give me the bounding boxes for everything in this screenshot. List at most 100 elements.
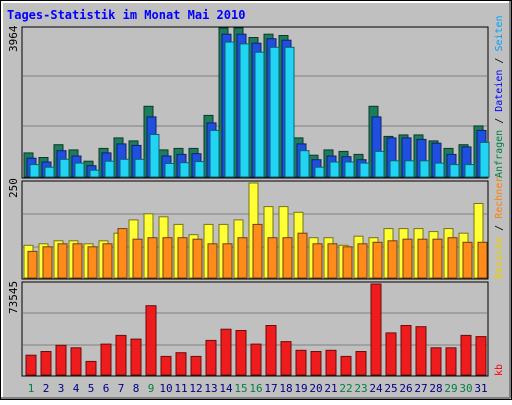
bar-seiten-day-18 bbox=[284, 46, 295, 178]
x-label-day-24: 24 bbox=[369, 382, 383, 395]
bar-seiten-day-13 bbox=[209, 129, 220, 178]
x-label-day-22: 22 bbox=[339, 382, 352, 395]
x-label-day-9: 9 bbox=[148, 382, 155, 395]
bar-seiten-day-9 bbox=[149, 134, 160, 178]
bar-kb-day-5 bbox=[85, 360, 97, 376]
bar-kb-day-17 bbox=[265, 325, 277, 376]
bar-rechner-day-30 bbox=[462, 241, 473, 279]
bar-seiten-day-16 bbox=[254, 51, 265, 178]
bar-kb-day-30 bbox=[460, 334, 472, 376]
bar-rechner-day-1 bbox=[27, 250, 38, 279]
x-axis-day-labels: 1 2 3 4 5 6 7 8 9 10 11 12 13 14 15 16 17 18 19 20 21 22 23 24 2… bbox=[28, 382, 488, 395]
legend-dateien: Dateien bbox=[494, 70, 505, 112]
x-label-day-26: 26 bbox=[399, 382, 412, 395]
x-label-day-13: 13 bbox=[204, 382, 217, 395]
bar-kb-day-3 bbox=[55, 344, 67, 376]
legend-visits: Besuche / Rechner bbox=[494, 177, 505, 279]
bar-kb-day-25 bbox=[385, 332, 397, 376]
legend-rechner: Rechner bbox=[494, 177, 505, 219]
frame-highlight-left bbox=[1, 1, 3, 398]
bar-rechner-day-29 bbox=[447, 237, 458, 279]
bar-kb-day-31 bbox=[475, 336, 487, 376]
x-label-day-25: 25 bbox=[384, 382, 397, 395]
bar-seiten-day-22 bbox=[344, 161, 355, 178]
legend-separator: / bbox=[494, 219, 505, 237]
bar-rechner-day-15 bbox=[237, 237, 248, 279]
x-label-day-27: 27 bbox=[414, 382, 427, 395]
bar-kb-day-23 bbox=[355, 351, 367, 376]
bar-seiten-day-29 bbox=[449, 164, 460, 178]
bar-seiten-day-24 bbox=[374, 150, 385, 178]
bar-kb-day-10 bbox=[160, 355, 172, 376]
legend-hits: Anfragen / Dateien / Seiten bbox=[494, 15, 505, 178]
x-label-day-10: 10 bbox=[159, 382, 172, 395]
frame-shadow-bottom bbox=[1, 397, 510, 399]
legend-anfragen: Anfragen bbox=[494, 130, 505, 178]
bar-rechner-day-19 bbox=[297, 232, 308, 279]
bar-rechner-day-18 bbox=[282, 237, 293, 279]
bar-seiten-day-14 bbox=[224, 41, 235, 178]
bar-rechner-day-7 bbox=[117, 228, 128, 279]
bar-seiten-day-21 bbox=[329, 161, 340, 178]
x-label-day-8: 8 bbox=[133, 382, 140, 395]
bar-kb-day-11 bbox=[175, 352, 187, 376]
frame-shadow-right bbox=[509, 1, 511, 398]
bar-rechner-day-26 bbox=[402, 238, 413, 279]
x-label-day-15: 15 bbox=[234, 382, 247, 395]
bar-kb-day-6 bbox=[100, 343, 112, 376]
bar-rechner-day-20 bbox=[312, 243, 323, 279]
bar-seiten-day-2 bbox=[44, 166, 55, 178]
bar-rechner-day-2 bbox=[42, 246, 53, 279]
bar-rechner-day-5 bbox=[87, 246, 98, 279]
panel-kb-max-label: 73545 bbox=[7, 281, 20, 314]
bar-rechner-day-4 bbox=[72, 243, 83, 279]
bar-seiten-day-19 bbox=[299, 150, 310, 178]
bar-seiten-day-6 bbox=[104, 160, 115, 178]
x-label-day-31: 31 bbox=[474, 382, 487, 395]
chart-title: Tages-Statistik im Monat Mai 2010 bbox=[7, 8, 245, 22]
bar-rechner-day-31 bbox=[477, 241, 488, 279]
bar-seiten-day-17 bbox=[269, 46, 280, 178]
bar-kb-day-13 bbox=[205, 339, 217, 376]
bar-seiten-day-3 bbox=[59, 158, 70, 178]
legend-besuche: Besuche bbox=[494, 237, 505, 279]
bar-seiten-day-20 bbox=[314, 166, 325, 178]
bar-seiten-day-23 bbox=[359, 162, 370, 178]
bar-seiten-day-12 bbox=[194, 161, 205, 178]
x-label-day-7: 7 bbox=[118, 382, 125, 395]
x-label-day-11: 11 bbox=[174, 382, 187, 395]
x-label-day-23: 23 bbox=[354, 382, 367, 395]
bar-kb-day-29 bbox=[445, 347, 457, 376]
bar-seiten-day-25 bbox=[389, 160, 400, 178]
bar-seiten-day-27 bbox=[419, 160, 430, 178]
bar-seiten-day-11 bbox=[179, 162, 190, 178]
x-label-day-17: 17 bbox=[264, 382, 277, 395]
bar-rechner-day-13 bbox=[207, 243, 218, 279]
x-label-day-1: 1 bbox=[28, 382, 35, 395]
bar-rechner-day-6 bbox=[102, 243, 113, 279]
x-label-day-4: 4 bbox=[73, 382, 80, 395]
bar-rechner-day-24 bbox=[372, 241, 383, 279]
bar-kb-day-9 bbox=[145, 305, 157, 376]
bar-kb-day-20 bbox=[310, 351, 322, 376]
x-label-day-30: 30 bbox=[459, 382, 472, 395]
x-label-day-16: 16 bbox=[249, 382, 262, 395]
bar-kb-day-26 bbox=[400, 325, 412, 376]
x-label-day-29: 29 bbox=[444, 382, 457, 395]
bar-rechner-day-10 bbox=[162, 237, 173, 279]
bar-rechner-day-9 bbox=[147, 237, 158, 279]
bar-rechner-day-3 bbox=[57, 243, 68, 279]
bar-kb-day-15 bbox=[235, 330, 247, 376]
bar-rechner-day-14 bbox=[222, 243, 233, 279]
bar-kb-day-16 bbox=[250, 343, 262, 376]
bar-seiten-day-4 bbox=[74, 162, 85, 178]
panel-visits-max-label: 250 bbox=[7, 178, 20, 198]
bar-seiten-day-15 bbox=[239, 43, 250, 178]
bar-rechner-day-27 bbox=[417, 238, 428, 279]
bar-seiten-day-7 bbox=[119, 158, 130, 178]
frame-highlight-top bbox=[1, 1, 510, 3]
bar-rechner-day-17 bbox=[267, 237, 278, 279]
x-label-day-12: 12 bbox=[189, 382, 202, 395]
bar-kb-day-2 bbox=[40, 351, 52, 376]
